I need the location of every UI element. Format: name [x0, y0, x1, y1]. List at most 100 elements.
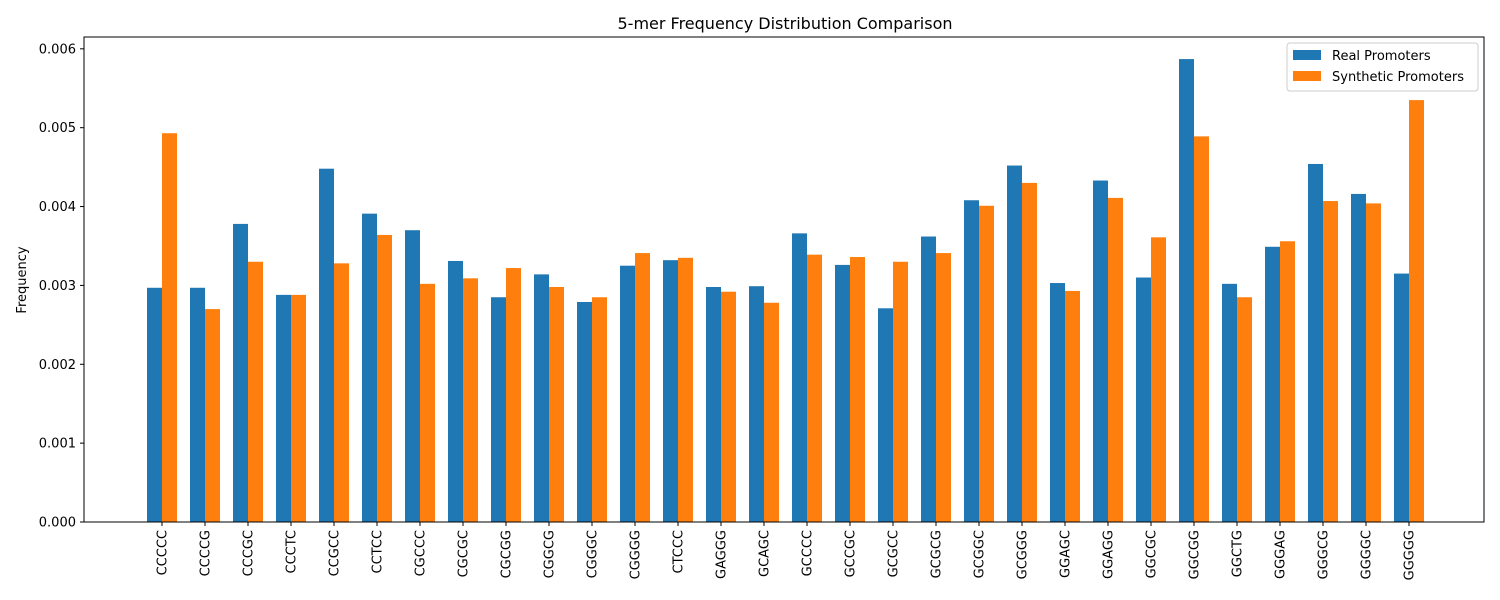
bar-synthetic-gcgcg: [936, 253, 951, 522]
bar-synthetic-ctccc: [678, 257, 693, 522]
x-tick-label: CGCGC: [457, 530, 472, 577]
bar-real-gcggc: [964, 200, 979, 522]
plot-frame: [83, 36, 1485, 523]
bar-real-gcccc: [792, 233, 807, 523]
bar-synthetic-gcagc: [764, 302, 779, 522]
bar-synthetic-gcccc: [807, 254, 822, 522]
bar-real-gaggg: [706, 286, 721, 522]
legend: Real Promoters Synthetic Promoters: [1286, 42, 1479, 92]
bar-real-ccctc: [276, 294, 291, 522]
bar-real-ggcgc: [1136, 277, 1151, 522]
x-tick-label: GCCGC: [844, 530, 859, 577]
x-tick-label: GGGGG: [1403, 530, 1418, 580]
x-tick-label: CGGCG: [543, 530, 558, 578]
bar-synthetic-ggcgc: [1151, 237, 1166, 522]
bar-real-gcggg: [1007, 165, 1022, 522]
bar-synthetic-cgggc: [592, 297, 607, 522]
y-tick-label: 0.004: [39, 200, 76, 215]
x-tick-label: GCGGG: [1016, 530, 1031, 579]
bar-synthetic-gggag: [1280, 241, 1295, 523]
x-tick-label: GGCTG: [1231, 530, 1246, 577]
bar-synthetic-cgcgg: [506, 268, 521, 522]
x-tick-label: CGGGC: [586, 530, 601, 578]
y-tick-label: 0.005: [39, 121, 76, 136]
bar-real-cgggc: [577, 301, 592, 522]
bar-synthetic-cccgc: [248, 261, 263, 522]
bar-real-ggagc: [1050, 283, 1065, 522]
bar-synthetic-cgggg: [635, 253, 650, 522]
bar-real-gcgcc: [878, 308, 893, 522]
x-tick-label: CTCCC: [672, 530, 687, 574]
bar-synthetic-ccgcc: [334, 263, 349, 522]
bar-real-ctccc: [663, 260, 678, 522]
bar-real-ccccc: [147, 287, 162, 522]
bar-real-ggggc: [1351, 193, 1366, 523]
x-tick-label: CCCCC: [156, 530, 171, 575]
bar-synthetic-ggagg: [1108, 197, 1123, 522]
bar-real-cgcgg: [491, 297, 506, 522]
bar-real-gcgcg: [921, 236, 936, 522]
x-tick-label: GAGGG: [715, 530, 730, 579]
x-axis: CCCCC CCCCG CCCGC CCCTC CCGCC CCTCC CGCCC CGCGC…: [156, 522, 1418, 580]
x-tick-label: CCCCG: [199, 530, 214, 576]
legend-swatch-real: [1293, 50, 1321, 60]
legend-swatch-synthetic: [1293, 71, 1321, 81]
bar-real-cgccc: [405, 230, 420, 523]
x-tick-label: CCCGC: [242, 530, 257, 576]
bar-real-ggggg: [1394, 273, 1409, 522]
x-tick-label: CCTCC: [371, 530, 386, 574]
bar-real-ggcgg: [1179, 59, 1194, 523]
bar-synthetic-gggcg: [1323, 201, 1338, 522]
x-tick-label: GCAGC: [758, 530, 773, 577]
bar-real-cgggg: [620, 265, 635, 522]
x-tick-label: CGCCC: [414, 530, 429, 576]
x-tick-label: CGCGG: [500, 530, 515, 578]
x-tick-label: GCGGC: [973, 530, 988, 578]
y-tick-label: 0.006: [39, 42, 76, 57]
x-tick-label: CGGGG: [629, 530, 644, 579]
bar-synthetic-ccctc: [291, 294, 306, 522]
y-tick-label: 0.002: [39, 358, 76, 373]
y-tick-label: 0.000: [39, 516, 76, 531]
bar-synthetic-ggagc: [1065, 290, 1080, 522]
bars: [147, 59, 1424, 523]
y-tick-label: 0.001: [39, 437, 76, 452]
legend-box: [1286, 42, 1479, 92]
bar-synthetic-gaggg: [721, 291, 736, 522]
bar-real-ggctg: [1222, 283, 1237, 522]
x-tick-label: GGCGG: [1188, 530, 1203, 579]
bar-synthetic-ccccc: [162, 133, 177, 523]
bar-real-ccccg: [190, 287, 205, 522]
y-axis: 0.000 0.001 0.002 0.003 0.004 0.005 0.006: [39, 42, 84, 531]
bar-real-cggcg: [534, 274, 549, 522]
bar-real-gggag: [1265, 246, 1280, 523]
bar-real-ggagg: [1093, 180, 1108, 523]
x-tick-label: GGAGC: [1059, 530, 1074, 578]
x-tick-label: GGGAG: [1274, 530, 1289, 579]
bar-synthetic-gcgcc: [893, 261, 908, 522]
bar-real-gccgc: [835, 264, 850, 522]
bar-real-cctcc: [362, 213, 377, 523]
x-tick-label: GGGCG: [1317, 530, 1332, 579]
bar-real-gcagc: [749, 286, 764, 522]
bar-real-cccgc: [233, 223, 248, 522]
bar-synthetic-gccgc: [850, 257, 865, 522]
x-tick-label: GGGGC: [1360, 530, 1375, 579]
chart-title: 5-mer Frequency Distribution Comparison: [617, 14, 952, 33]
bar-real-gggcg: [1308, 163, 1323, 523]
legend-label-synthetic: Synthetic Promoters: [1332, 70, 1464, 85]
y-tick-label: 0.003: [39, 279, 76, 294]
bar-real-cgcgc: [448, 260, 463, 522]
x-tick-label: GCCCC: [801, 530, 816, 576]
bar-synthetic-cgcgc: [463, 278, 478, 522]
x-tick-label: GGAGG: [1102, 530, 1117, 579]
bar-synthetic-gcggg: [1022, 182, 1037, 523]
x-tick-label: CCCTC: [285, 530, 300, 574]
x-tick-label: GCGCG: [930, 530, 945, 578]
bar-synthetic-ggcgg: [1194, 136, 1209, 523]
bar-synthetic-ggctg: [1237, 297, 1252, 522]
bar-synthetic-ccccg: [205, 309, 220, 522]
x-tick-label: CCGCC: [328, 530, 343, 576]
bar-synthetic-ggggc: [1366, 203, 1381, 522]
